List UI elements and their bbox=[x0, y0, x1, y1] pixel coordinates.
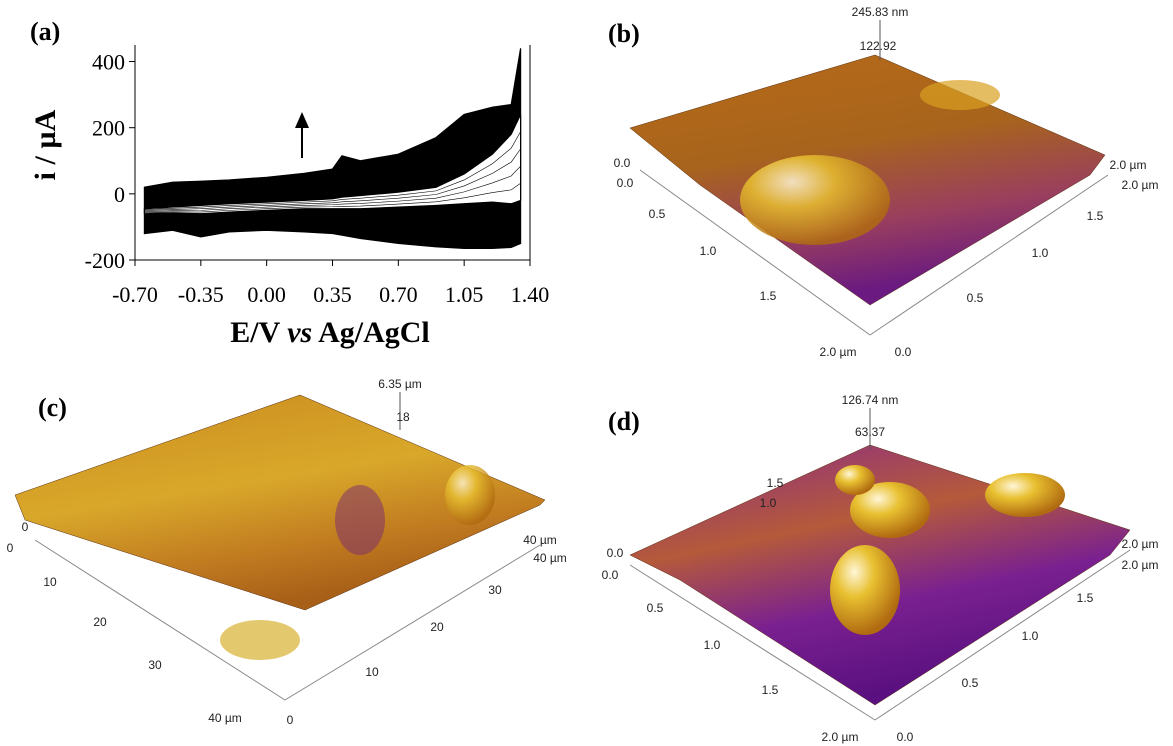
z-max-label: 6.35 µm bbox=[378, 377, 422, 391]
afm-feature bbox=[830, 545, 900, 635]
right-axis-label: 2.0 µm bbox=[1122, 178, 1159, 192]
afm-feature bbox=[335, 485, 385, 555]
right-axis-label: 0.0 bbox=[897, 730, 914, 744]
afm-feature bbox=[920, 80, 1000, 110]
right-axis-label: 0.5 bbox=[967, 291, 984, 305]
afm-feature bbox=[220, 620, 300, 660]
right-axis-label: 1.5 bbox=[1077, 591, 1094, 605]
left-axis-label: 0.5 bbox=[647, 601, 664, 615]
right-axis-label: 20 bbox=[430, 620, 444, 634]
afm-panel: (d) 126.74 nm 63.37 0.0 0.5 1.0 1.5 2.0 µm 0.0 0.… bbox=[602, 393, 1159, 744]
y-tick-label: -200 bbox=[85, 248, 125, 273]
afm-feature bbox=[850, 482, 930, 538]
x-tick-label: 1.40 bbox=[511, 282, 550, 307]
x-tick-label: 0.00 bbox=[247, 282, 286, 307]
z-max-label: 126.74 nm bbox=[842, 393, 899, 407]
left-axis-label: 0.0 bbox=[602, 568, 619, 582]
left-axis-label: 2.0 µm bbox=[822, 730, 859, 744]
left-axis-label: 0.0 bbox=[617, 176, 634, 190]
cv-cycle-line bbox=[144, 165, 521, 213]
cv-first-cycle bbox=[143, 114, 522, 215]
y-tick-label: 0 bbox=[114, 182, 125, 207]
afm-axis bbox=[34, 539, 286, 701]
cv-cycle-line bbox=[144, 131, 521, 211]
afm-feature bbox=[445, 465, 495, 525]
left-axis-label: 40 µm bbox=[208, 711, 242, 725]
right-axis-label: 40 µm bbox=[533, 551, 567, 565]
z-max-label: 245.83 nm bbox=[852, 5, 909, 19]
afm-axis bbox=[629, 564, 876, 721]
right-axis-label: 1.0 bbox=[1022, 629, 1039, 643]
panel-label: (c) bbox=[38, 393, 67, 422]
corner-label: 0.0 bbox=[614, 156, 631, 170]
afm-panel: (b) 245.83 nm 122.92 0.0 0.5 1.0 1.5 2.0 µm 0.0 0… bbox=[608, 5, 1158, 359]
x-axis-label: E/V vs Ag/AgCl bbox=[230, 316, 429, 349]
afm-panel: (c) 6.35 µm 18 0 10 20 30 40 µm 0 10 20 30 40 µm 0 40 … bbox=[7, 377, 567, 727]
right-axis-label: 0.0 bbox=[895, 345, 912, 359]
back-axis-label: 1.0 bbox=[760, 496, 777, 510]
left-axis-label: 1.0 bbox=[700, 244, 717, 258]
right-axis-label: 1.0 bbox=[1032, 246, 1049, 260]
right-axis-label: 2.0 µm bbox=[1122, 558, 1159, 572]
afm-axis bbox=[874, 549, 1131, 721]
afm-feature bbox=[835, 465, 875, 495]
cv-envelope bbox=[143, 48, 522, 250]
x-tick-label: 0.35 bbox=[313, 282, 352, 307]
afm-feature bbox=[985, 473, 1065, 517]
x-axis-label-part: Ag/AgCl bbox=[312, 316, 430, 349]
x-tick-label: -0.35 bbox=[178, 282, 224, 307]
corner-label: 2.0 µm bbox=[1122, 537, 1159, 551]
afm-axis bbox=[869, 174, 1109, 336]
cv-chart: -200 0 200 400 -0.70 -0.35 0.00 0.35 0.70 1.05 1.4… bbox=[29, 17, 549, 349]
left-axis-label: 0.5 bbox=[649, 207, 666, 221]
corner-label: 40 µm bbox=[523, 533, 557, 547]
corner-label: 2.0 µm bbox=[1110, 158, 1147, 172]
left-axis-label: 1.5 bbox=[762, 683, 779, 697]
afm-feature bbox=[740, 155, 890, 245]
x-tick-label: 0.70 bbox=[379, 282, 418, 307]
left-axis-label: 1.5 bbox=[760, 289, 777, 303]
right-axis-label: 30 bbox=[488, 583, 502, 597]
x-tick-label: -0.70 bbox=[112, 282, 158, 307]
right-axis-label: 0.5 bbox=[962, 676, 979, 690]
back-axis-label: 1.5 bbox=[767, 476, 784, 490]
right-axis-label: 0 bbox=[287, 713, 294, 727]
x-tick-label: 1.05 bbox=[445, 282, 484, 307]
x-axis-label-part: vs bbox=[287, 316, 312, 349]
y-tick-label: 200 bbox=[92, 116, 125, 141]
z-mid-label: 18 bbox=[396, 410, 410, 424]
y-axis-label: i / µA bbox=[29, 109, 62, 180]
afm-surface bbox=[14, 394, 546, 611]
x-axis-label-part: E/V bbox=[230, 316, 287, 349]
corner-label: 0 bbox=[22, 520, 29, 534]
afm-axis bbox=[284, 544, 541, 701]
cv-cycle-line bbox=[144, 183, 521, 213]
left-axis-label: 0 bbox=[7, 541, 14, 555]
left-axis-label: 1.0 bbox=[704, 638, 721, 652]
right-axis-label: 1.5 bbox=[1087, 209, 1104, 223]
corner-label: 0.0 bbox=[607, 546, 624, 560]
z-mid-label: 122.92 bbox=[860, 39, 897, 53]
left-axis-label: 20 bbox=[93, 615, 107, 629]
right-axis-label: 10 bbox=[365, 665, 379, 679]
afm-axis bbox=[639, 169, 871, 336]
z-mid-label: 63.37 bbox=[855, 425, 885, 439]
panel-label: (d) bbox=[608, 407, 640, 436]
arrow-head bbox=[295, 112, 309, 128]
left-axis-label: 2.0 µm bbox=[820, 345, 857, 359]
panel-label: (b) bbox=[608, 19, 640, 48]
cv-cycle-line bbox=[144, 148, 521, 212]
y-tick-label: 400 bbox=[92, 50, 125, 75]
panel-label: (a) bbox=[30, 17, 60, 46]
left-axis-label: 30 bbox=[148, 658, 162, 672]
left-axis-label: 10 bbox=[43, 575, 57, 589]
